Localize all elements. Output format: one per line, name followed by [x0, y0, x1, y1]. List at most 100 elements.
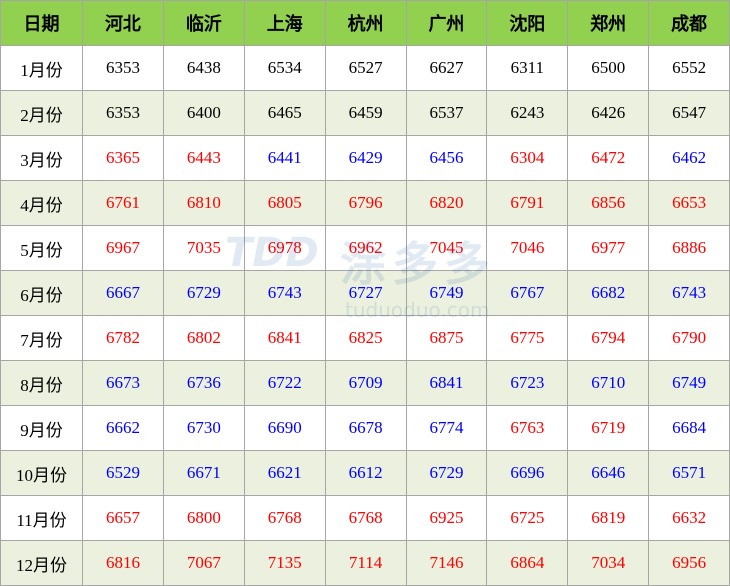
price-cell: 6729 — [405, 450, 488, 496]
price-cell: 6632 — [648, 495, 730, 541]
price-cell: 6552 — [648, 45, 730, 91]
month-cell: 9月份 — [0, 405, 83, 451]
price-cell: 6673 — [82, 360, 164, 406]
table-row: 12月份 6816 7067 7135 7114 7146 6864 7034 6956 — [0, 540, 730, 586]
price-cell: 6657 — [82, 495, 164, 541]
header-row: 日期 河北 临沂 上海 杭州 广州 沈阳 郑州 成都 — [0, 0, 730, 46]
price-cell: 6547 — [648, 90, 730, 136]
price-cell: 6682 — [567, 270, 650, 316]
price-cell: 6723 — [486, 360, 569, 406]
price-cell: 6796 — [324, 180, 407, 226]
price-cell: 7034 — [567, 540, 650, 586]
price-cell: 6743 — [648, 270, 730, 316]
header-cell: 郑州 — [567, 0, 650, 46]
price-cell: 6456 — [405, 135, 488, 181]
price-cell: 6977 — [567, 225, 650, 271]
price-cell: 7045 — [405, 225, 488, 271]
price-cell: 6400 — [162, 90, 245, 136]
price-cell: 6825 — [324, 315, 407, 361]
price-cell: 6962 — [324, 225, 407, 271]
price-cell: 6856 — [567, 180, 650, 226]
table-row: 7月份 6782 6802 6841 6825 6875 6775 6794 6790 — [0, 315, 730, 361]
price-cell: 6709 — [324, 360, 407, 406]
table-row: 1月份 6353 6438 6534 6527 6627 6311 6500 6552 — [0, 45, 730, 91]
month-cell: 3月份 — [0, 135, 83, 181]
price-cell: 6684 — [648, 405, 730, 451]
price-cell: 6978 — [243, 225, 326, 271]
price-cell: 6800 — [162, 495, 245, 541]
price-cell: 6426 — [567, 90, 650, 136]
price-cell: 6710 — [567, 360, 650, 406]
price-cell: 6967 — [82, 225, 164, 271]
price-cell: 6725 — [486, 495, 569, 541]
price-cell: 6767 — [486, 270, 569, 316]
price-cell: 6841 — [243, 315, 326, 361]
price-cell: 6646 — [567, 450, 650, 496]
price-cell: 6441 — [243, 135, 326, 181]
price-cell: 6662 — [82, 405, 164, 451]
price-cell: 6719 — [567, 405, 650, 451]
price-cell: 6429 — [324, 135, 407, 181]
price-cell: 6730 — [162, 405, 245, 451]
price-cell: 7135 — [243, 540, 326, 586]
price-cell: 7067 — [162, 540, 245, 586]
table-row: 9月份 6662 6730 6690 6678 6774 6763 6719 6684 — [0, 405, 730, 451]
price-cell: 7046 — [486, 225, 569, 271]
price-cell: 6864 — [486, 540, 569, 586]
table-row: 6月份 6667 6729 6743 6727 6749 6767 6682 6743 — [0, 270, 730, 316]
price-cell: 6365 — [82, 135, 164, 181]
price-cell: 6763 — [486, 405, 569, 451]
price-cell: 6443 — [162, 135, 245, 181]
month-cell: 11月份 — [0, 495, 83, 541]
price-cell: 6671 — [162, 450, 245, 496]
table-row: 2月份 6353 6400 6465 6459 6537 6243 6426 6547 — [0, 90, 730, 136]
month-cell: 4月份 — [0, 180, 83, 226]
price-cell: 6438 — [162, 45, 245, 91]
price-cell: 6819 — [567, 495, 650, 541]
table-row: 4月份 6761 6810 6805 6796 6820 6791 6856 6653 — [0, 180, 730, 226]
header-cell: 沈阳 — [486, 0, 569, 46]
month-cell: 1月份 — [0, 45, 83, 91]
table-row: 10月份 6529 6671 6621 6612 6729 6696 6646 6571 — [0, 450, 730, 496]
price-cell: 6243 — [486, 90, 569, 136]
price-cell: 6774 — [405, 405, 488, 451]
table-row: 5月份 6967 7035 6978 6962 7045 7046 6977 6886 — [0, 225, 730, 271]
price-cell: 6761 — [82, 180, 164, 226]
price-cell: 6311 — [486, 45, 569, 91]
price-cell: 6612 — [324, 450, 407, 496]
header-cell: 成都 — [648, 0, 730, 46]
price-cell: 6820 — [405, 180, 488, 226]
header-cell: 广州 — [405, 0, 488, 46]
price-cell: 6353 — [82, 90, 164, 136]
price-cell: 6791 — [486, 180, 569, 226]
header-cell: 河北 — [82, 0, 164, 46]
price-cell: 6956 — [648, 540, 730, 586]
price-cell: 6534 — [243, 45, 326, 91]
table-row: 11月份 6657 6800 6768 6768 6925 6725 6819 6632 — [0, 495, 730, 541]
price-cell: 6353 — [82, 45, 164, 91]
price-cell: 6768 — [324, 495, 407, 541]
price-cell: 7114 — [324, 540, 407, 586]
price-cell: 6925 — [405, 495, 488, 541]
month-cell: 2月份 — [0, 90, 83, 136]
price-cell: 6472 — [567, 135, 650, 181]
price-cell: 6749 — [648, 360, 730, 406]
price-cell: 6722 — [243, 360, 326, 406]
price-cell: 6621 — [243, 450, 326, 496]
price-cell: 6886 — [648, 225, 730, 271]
price-cell: 6816 — [82, 540, 164, 586]
price-cell: 6500 — [567, 45, 650, 91]
price-cell: 6775 — [486, 315, 569, 361]
price-cell: 6782 — [82, 315, 164, 361]
price-cell: 6465 — [243, 90, 326, 136]
table-row: 8月份 6673 6736 6722 6709 6841 6723 6710 6749 — [0, 360, 730, 406]
price-cell: 6810 — [162, 180, 245, 226]
price-cell: 6304 — [486, 135, 569, 181]
price-cell: 6841 — [405, 360, 488, 406]
price-cell: 6729 — [162, 270, 245, 316]
header-cell: 临沂 — [162, 0, 245, 46]
price-cell: 6527 — [324, 45, 407, 91]
price-cell: 6653 — [648, 180, 730, 226]
month-cell: 12月份 — [0, 540, 83, 586]
